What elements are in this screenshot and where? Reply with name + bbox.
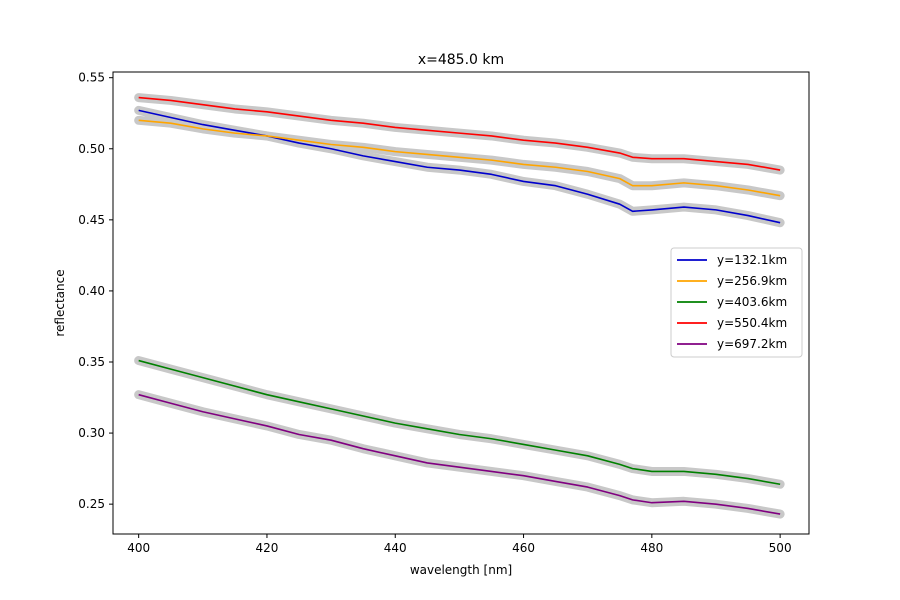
y-axis: 0.25 0.30 0.35 0.40 0.45 0.50 0.55 xyxy=(78,71,113,511)
series-line-2 xyxy=(138,359,781,486)
legend-label-2: y=403.6km xyxy=(717,295,787,309)
y-tick-label-2: 0.35 xyxy=(78,355,105,369)
x-tick-label-3: 460 xyxy=(512,541,535,555)
chart-title: x=485.0 km xyxy=(418,52,504,68)
y-tick-label-5: 0.50 xyxy=(78,142,105,156)
x-axis: 400 420 440 460 480 500 xyxy=(127,534,792,555)
y-tick-label-3: 0.40 xyxy=(78,284,105,298)
x-tick-label-0: 400 xyxy=(127,541,150,555)
series-line-0 xyxy=(138,109,781,224)
x-tick-label-5: 500 xyxy=(769,541,792,555)
x-tick-label-2: 440 xyxy=(384,541,407,555)
series-lines xyxy=(138,96,781,515)
y-tick-label-6: 0.55 xyxy=(78,71,105,85)
legend-label-3: y=550.4km xyxy=(717,316,787,330)
legend-label-4: y=697.2km xyxy=(717,337,787,351)
legend-label-1: y=256.9km xyxy=(717,274,787,288)
plot-frame xyxy=(112,71,810,535)
x-tick-label-4: 480 xyxy=(640,541,663,555)
y-tick-label-0: 0.25 xyxy=(78,497,105,511)
series-line-3 xyxy=(138,96,781,171)
legend-box xyxy=(670,247,803,358)
y-tick-label-1: 0.30 xyxy=(78,426,105,440)
x-tick-label-1: 420 xyxy=(256,541,279,555)
x-axis-label: wavelength [nm] xyxy=(410,563,512,577)
y-tick-label-4: 0.45 xyxy=(78,213,105,227)
legend: y=132.1km y=256.9km y=403.6km y=550.4km y=69… xyxy=(670,247,803,358)
legend-label-0: y=132.1km xyxy=(717,253,787,267)
series-line-1 xyxy=(138,119,781,197)
series-line-4 xyxy=(138,393,781,515)
y-axis-label: reflectance xyxy=(53,269,67,336)
